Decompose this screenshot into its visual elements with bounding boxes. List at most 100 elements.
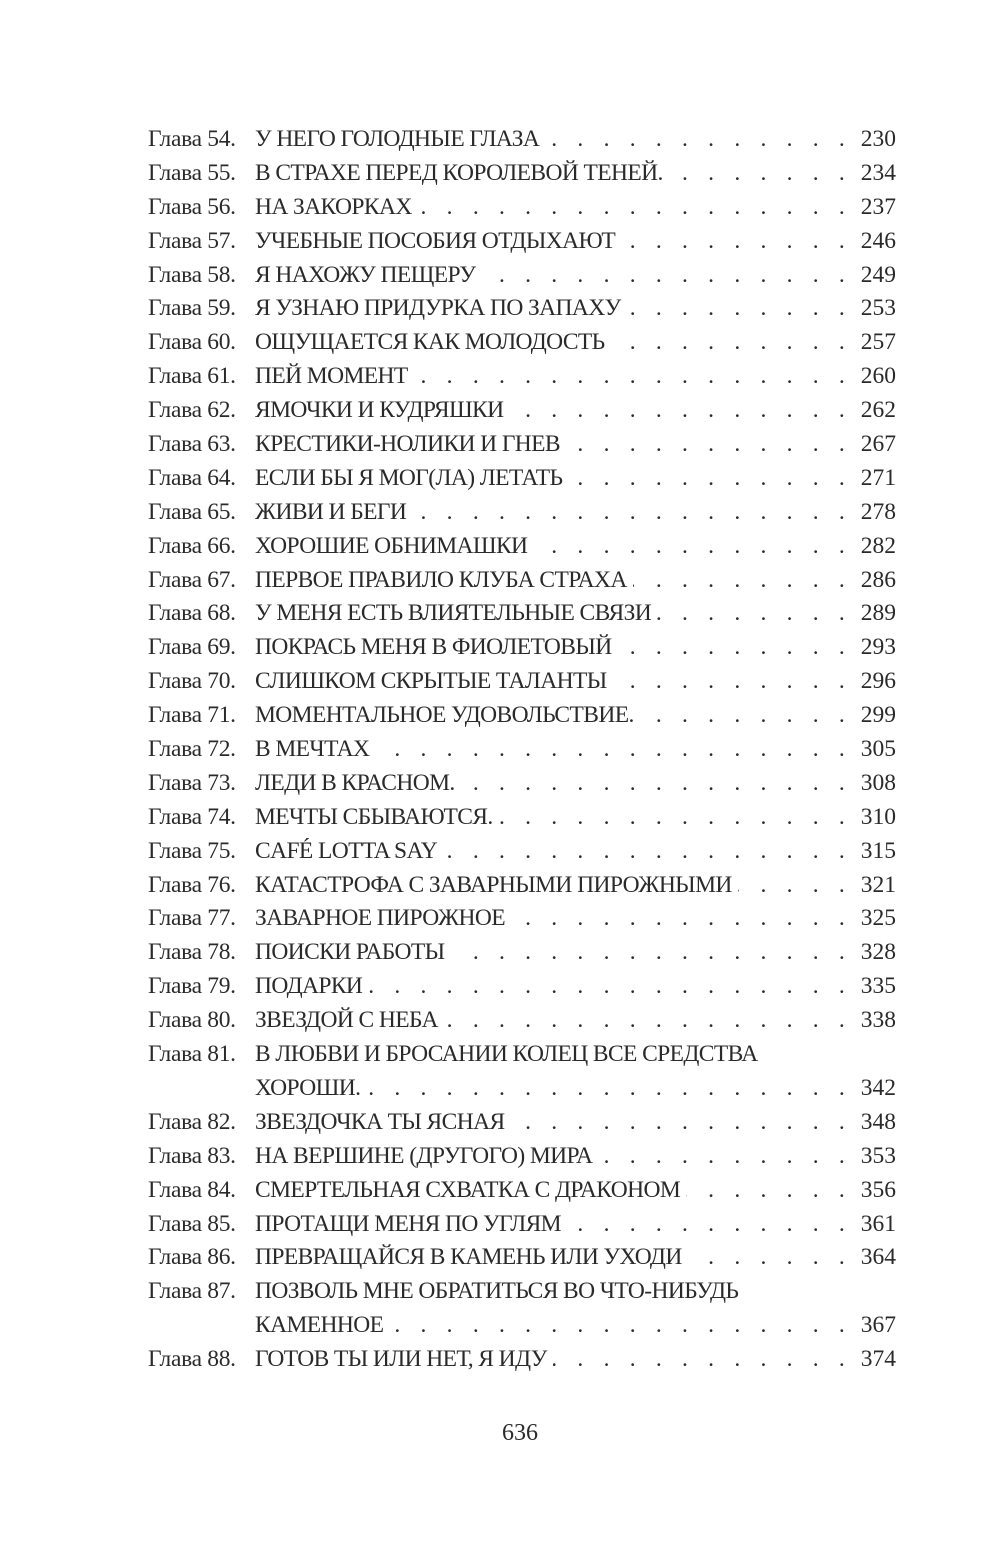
chapter-label: Глава 84. <box>148 1176 236 1203</box>
toc-entry: Глава 56. НА ЗАКОРКАХ 237 <box>148 191 896 225</box>
chapter-label: Глава 88. <box>148 1346 236 1373</box>
chapter-page: 364 <box>860 1244 896 1271</box>
chapter-label: Глава 67. <box>148 566 236 593</box>
chapter-title: У МЕНЯ ЕСТЬ ВЛИЯТЕЛЬНЫЕ СВЯЗИ <box>255 600 652 627</box>
chapter-page: 367 <box>860 1312 896 1339</box>
chapter-page: 374 <box>860 1346 896 1373</box>
toc-entry: Глава 82. ЗВЕЗДОЧКА ТЫ ЯСНАЯ 348 <box>148 1106 896 1140</box>
toc-line: Глава 57. УЧЕБНЫЕ ПОСОБИЯ ОТДЫХАЮТ 246 <box>148 225 896 259</box>
chapter-title: ЕСЛИ БЫ Я МОГ(ЛА) ЛЕТАТЬ <box>255 464 563 491</box>
toc-line: Глава 80. ЗВЕЗДОЙ С НЕБА 338 <box>148 1004 896 1038</box>
toc-entry: Глава 62. ЯМОЧКИ И КУДРЯШКИ 262 <box>148 394 896 428</box>
dot-leader <box>598 1140 852 1174</box>
dot-leader <box>613 665 852 699</box>
chapter-label: Глава 60. <box>148 329 236 356</box>
chapter-page: 353 <box>860 1142 896 1169</box>
chapter-page: 310 <box>860 803 896 830</box>
toc-line: Глава 88. ГОТОВ ТЫ ИЛИ НЕТ, Я ИДУ 374 <box>148 1343 896 1377</box>
chapter-title: ПОКРАСЬ МЕНЯ В ФИОЛЕТОВЫЙ <box>255 634 612 661</box>
toc-line: Глава 75. CAFÉ LOTTA SAY 315 <box>148 835 896 869</box>
toc-line: Глава 66. ХОРОШИЕ ОБНИМАШКИ 282 <box>148 530 896 564</box>
chapter-label: Глава 85. <box>148 1210 236 1237</box>
dot-leader <box>568 462 852 496</box>
toc-line: Глава 77. ЗАВАРНОЕ ПИРОЖНОЕ 325 <box>148 902 896 936</box>
chapter-title: ЗВЕЗДОЧКА ТЫ ЯСНАЯ <box>255 1108 505 1135</box>
chapter-title: Я УЗНАЮ ПРИДУРКА ПО ЗАПАХУ <box>255 295 621 322</box>
toc-line: Глава 84. СМЕРТЕЛЬНАЯ СХВАТКА С ДРАКОНОМ 3… <box>148 1174 896 1208</box>
chapter-title: ЛЕДИ В КРАСНОМ. <box>255 769 455 796</box>
toc-line: Глава 58. Я НАХОЖУ ПЕЩЕРУ 249 <box>148 259 896 293</box>
dot-leader <box>533 530 852 564</box>
chapter-title: ЗАВАРНОЕ ПИРОЖНОЕ <box>255 905 506 932</box>
toc-line: Глава 81. В ЛЮБВИ И БРОСАНИИ КОЛЕЦ ВСЕ СР… <box>148 1038 896 1072</box>
chapter-page: 361 <box>860 1210 896 1237</box>
chapter-page: 356 <box>860 1176 896 1203</box>
toc-entry: Глава 63. КРЕСТИКИ-НОЛИКИ И ГНЕВ 267 <box>148 428 896 462</box>
chapter-title: ПОИСКИ РАБОТЫ <box>255 939 445 966</box>
chapter-page: 321 <box>860 871 896 898</box>
toc-entry: Глава 71. МОМЕНТАЛЬНОЕ УДОВОЛЬСТВИЕ. 299 <box>148 699 896 733</box>
toc-entry: Глава 55. В СТРАХЕ ПЕРЕД КОРОЛЕВОЙ ТЕНЕЙ.… <box>148 157 896 191</box>
chapter-label: Глава 56. <box>148 193 236 220</box>
toc-entry: Глава 80. ЗВЕЗДОЙ С НЕБА 338 <box>148 1004 896 1038</box>
chapter-title: ЖИВИ И БЕГИ <box>255 498 407 525</box>
dot-leader <box>412 496 852 530</box>
chapter-label: Глава 64. <box>148 464 236 491</box>
chapter-title: УЧЕБНЫЕ ПОСОБИЯ ОТДЫХАЮТ <box>255 227 616 254</box>
chapter-label: Глава 82. <box>148 1108 236 1135</box>
chapter-title: ПРЕВРАЩАЙСЯ В КАМЕНЬ ИЛИ УХОДИ <box>255 1244 682 1271</box>
toc-line: Глава 60. ОЩУЩАЕТСЯ КАК МОЛОДОСТЬ 257 <box>148 326 896 360</box>
chapter-page: 260 <box>860 363 896 390</box>
chapter-label: Глава 74. <box>148 803 236 830</box>
toc-entry: Глава 68. У МЕНЯ ЕСТЬ ВЛИЯТЕЛЬНЫЕ СВЯЗИ 28… <box>148 597 896 631</box>
chapter-page: 308 <box>860 769 896 796</box>
toc-line: Глава 65. ЖИВИ И БЕГИ 278 <box>148 496 896 530</box>
chapter-label: Глава 65. <box>148 498 236 525</box>
chapter-title: СМЕРТЕЛЬНАЯ СХВАТКА С ДРАКОНОМ <box>255 1176 681 1203</box>
chapter-page: 249 <box>860 261 896 288</box>
toc-entry: Глава 61. ПЕЙ МОМЕНТ 260 <box>148 360 896 394</box>
dot-leader <box>366 1072 852 1106</box>
toc-line: Глава 72. В МЕЧТАХ 305 <box>148 733 896 767</box>
toc-line: Глава 76. КАТАСТРОФА С ЗАВАРНЫМИ ПИРОЖНЫМ… <box>148 869 896 903</box>
chapter-title: В МЕЧТАХ <box>255 736 370 763</box>
chapter-title: ПРОТАЩИ МЕНЯ ПО УГЛЯМ <box>255 1210 562 1237</box>
toc-line: Глава 71. МОМЕНТАЛЬНОЕ УДОВОЛЬСТВИЕ. 299 <box>148 699 896 733</box>
dot-leader <box>461 767 852 801</box>
chapter-label: Глава 77. <box>148 905 236 932</box>
toc-line-continued: ХОРОШИ. 342 <box>148 1072 896 1106</box>
dot-leader <box>375 733 852 767</box>
toc-line: Глава 55. В СТРАХЕ ПЕРЕД КОРОЛЕВОЙ ТЕНЕЙ.… <box>148 157 896 191</box>
dot-leader <box>510 394 852 428</box>
chapter-label: Глава 87. <box>148 1278 236 1305</box>
toc-entry: Глава 77. ЗАВАРНОЕ ПИРОЖНОЕ 325 <box>148 902 896 936</box>
chapter-label: Глава 83. <box>148 1142 236 1169</box>
toc-line: Глава 68. У МЕНЯ ЕСТЬ ВЛИЯТЕЛЬНЫЕ СВЯЗИ 28… <box>148 597 896 631</box>
chapter-page: 348 <box>860 1108 896 1135</box>
toc-entry: Глава 75. CAFÉ LOTTA SAY 315 <box>148 835 896 869</box>
chapter-label: Глава 59. <box>148 295 236 322</box>
chapter-page: 296 <box>860 668 896 695</box>
toc-entry: Глава 88. ГОТОВ ТЫ ИЛИ НЕТ, Я ИДУ 374 <box>148 1343 896 1377</box>
dot-leader <box>657 597 852 631</box>
dot-leader <box>368 970 852 1004</box>
toc-line: Глава 69. ПОКРАСЬ МЕНЯ В ФИОЛЕТОВЫЙ 293 <box>148 631 896 665</box>
toc-entry: Глава 65. ЖИВИ И БЕГИ 278 <box>148 496 896 530</box>
chapter-label: Глава 80. <box>148 1007 236 1034</box>
dot-leader <box>567 1208 852 1242</box>
dot-leader <box>688 1241 852 1275</box>
chapter-title: ОЩУЩАЕТСЯ КАК МОЛОДОСТЬ <box>255 329 605 356</box>
dot-leader <box>499 801 852 835</box>
dot-leader <box>669 157 852 191</box>
chapter-title: CAFÉ LOTTA SAY <box>255 837 438 864</box>
toc-line: Глава 86. ПРЕВРАЩАЙСЯ В КАМЕНЬ ИЛИ УХОДИ 3… <box>148 1241 896 1275</box>
chapter-page: 338 <box>860 1007 896 1034</box>
chapter-title: ХОРОШИЕ ОБНИМАШКИ <box>255 532 528 559</box>
dot-leader <box>414 360 852 394</box>
chapter-title-continued: КАМЕННОЕ <box>255 1312 384 1339</box>
chapter-label: Глава 61. <box>148 363 236 390</box>
chapter-page: 315 <box>860 837 896 864</box>
chapter-label: Глава 62. <box>148 397 236 424</box>
chapter-page: 253 <box>860 295 896 322</box>
dot-leader <box>611 326 852 360</box>
